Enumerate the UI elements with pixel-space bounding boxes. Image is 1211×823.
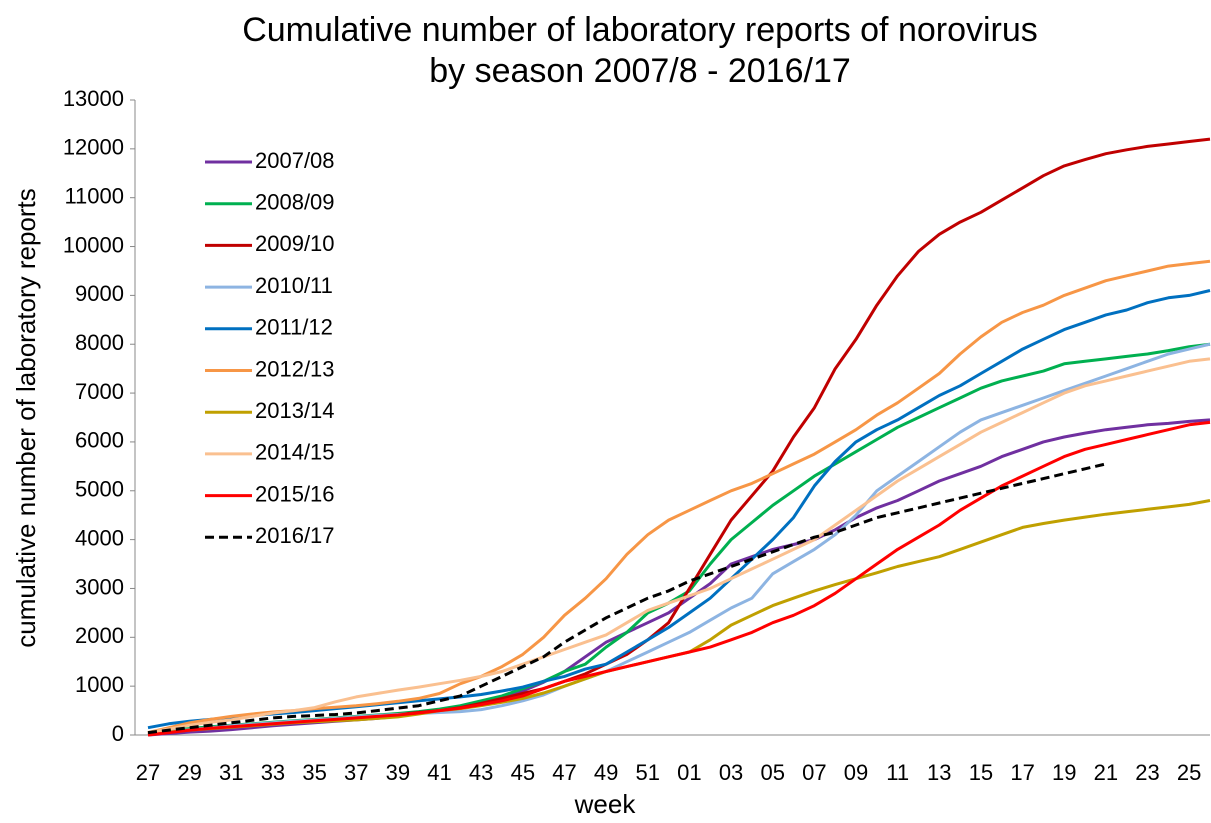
y-axis-label: cumulative number of laboratory reports	[11, 188, 41, 648]
x-tick-label: 33	[261, 760, 285, 785]
x-tick-label: 41	[427, 760, 451, 785]
legend-label: 2011/12	[255, 315, 333, 340]
x-tick-label: 31	[219, 760, 243, 785]
y-tick-label: 7000	[75, 379, 124, 404]
x-tick-label: 03	[719, 760, 743, 785]
x-tick-label: 49	[594, 760, 618, 785]
series-line	[147, 357, 1211, 735]
x-tick-label: 09	[844, 760, 868, 785]
legend-label: 2012/13	[255, 356, 335, 381]
y-tick-label: 10000	[63, 232, 124, 257]
x-tick-label: 39	[386, 760, 410, 785]
x-tick-label: 37	[344, 760, 368, 785]
y-tick-label: 12000	[63, 135, 124, 160]
x-tick-label: 07	[802, 760, 826, 785]
x-tick-label: 05	[760, 760, 784, 785]
legend-label: 2008/09	[255, 190, 335, 215]
x-tick-label: 51	[636, 760, 660, 785]
chart-title: Cumulative number of laboratory reports …	[242, 11, 1038, 49]
y-tick-label: 11000	[64, 184, 124, 209]
legend-label: 2016/17	[255, 523, 335, 548]
x-tick-label: 13	[927, 760, 951, 785]
x-tick-label: 43	[469, 760, 493, 785]
x-tick-label: 35	[302, 760, 326, 785]
series-line	[147, 420, 1211, 737]
y-tick-label: 9000	[75, 281, 124, 306]
x-tick-label: 11	[886, 760, 909, 785]
chart-title: by season 2007/8 - 2016/17	[429, 52, 851, 90]
series-line	[147, 259, 1211, 735]
x-axis-label: week	[574, 789, 637, 819]
x-tick-label: 15	[969, 760, 993, 785]
y-tick-label: 6000	[75, 428, 124, 453]
x-tick-label: 25	[1177, 760, 1201, 785]
legend-label: 2007/08	[255, 148, 335, 173]
y-tick-label: 4000	[75, 525, 124, 550]
legend-label: 2014/15	[255, 440, 335, 465]
x-tick-label: 27	[136, 760, 160, 785]
y-tick-label: 3000	[75, 574, 124, 599]
legend-label: 2015/16	[255, 481, 335, 506]
y-tick-label: 1000	[75, 672, 124, 697]
legend-label: 2009/10	[255, 231, 335, 256]
x-tick-label: 19	[1052, 760, 1076, 785]
x-tick-label: 23	[1135, 760, 1159, 785]
y-tick-label: 8000	[75, 330, 124, 355]
legend-label: 2013/14	[255, 398, 335, 423]
y-tick-label: 13000	[63, 86, 124, 111]
legend-label: 2010/11	[255, 273, 333, 298]
series-line	[147, 289, 1211, 730]
series-line	[147, 137, 1211, 736]
y-tick-label: 2000	[75, 623, 124, 648]
x-tick-label: 17	[1010, 760, 1034, 785]
x-tick-label: 47	[552, 760, 576, 785]
y-tick-label: 0	[112, 721, 124, 746]
series-line	[147, 462, 1107, 735]
x-tick-label: 29	[177, 760, 201, 785]
x-tick-label: 45	[511, 760, 535, 785]
x-tick-label: 21	[1094, 760, 1118, 785]
series-line	[147, 418, 1211, 737]
x-tick-label: 01	[677, 760, 701, 785]
y-tick-label: 5000	[75, 477, 124, 502]
